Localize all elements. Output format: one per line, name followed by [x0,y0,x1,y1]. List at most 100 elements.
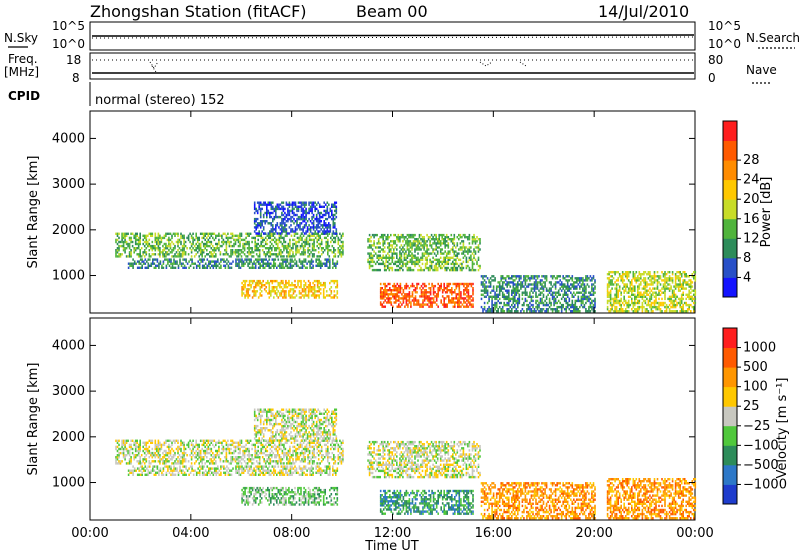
power-echo-cell [265,281,267,285]
power-echo-cell [468,258,471,261]
power-echo-cell [124,240,126,244]
power-echo-cell [190,255,193,258]
power-echo-cell [399,256,401,259]
power-echo-cell [626,305,628,309]
power-echo-cell [267,281,269,285]
power-echo-cell [433,242,436,245]
power-echo-cell [640,277,642,280]
power-echo-cell [445,260,448,264]
power-echo-cell [483,301,486,305]
power-echo-cell [294,258,296,261]
power-echo-cell [668,275,671,278]
power-echo-cell [247,258,249,261]
velocity-echo-cell [171,441,173,444]
power-echo-cell [154,253,157,256]
power-echo-cell [300,281,302,285]
power-echo-cell [329,224,332,227]
power-echo-cell [387,252,389,255]
power-echo-cell [334,238,337,242]
power-echo-cell [285,294,287,297]
power-echo-cell [491,303,493,307]
power-echo-cell [280,264,283,267]
power-echo-cell [500,289,502,292]
power-echo-cell [115,240,117,244]
power-echo-cell [333,294,336,297]
power-echo-cell [411,260,413,264]
power-echo-cell [441,262,443,266]
power-echo-cell [444,244,446,247]
power-echo-cell [382,256,384,259]
velocity-echo-cell [133,441,135,444]
power-echo-cell [274,262,277,265]
freq-label: Freq. [8,52,38,66]
power-echo-cell [289,262,292,265]
power-echo-cell [615,310,618,313]
power-echo-cell [305,211,307,215]
power-echo-cell [264,203,266,206]
power-echo-cell [178,238,181,242]
velocity-echo-cell [157,447,160,451]
power-echo-cell [311,215,313,219]
power-echo-cell [234,253,237,256]
power-echo-cell [548,301,551,305]
power-echo-cell [641,303,644,307]
power-echo-cell [139,253,141,256]
power-echo-cell [439,266,442,270]
power-echo-cell [473,233,475,237]
power-echo-cell [271,249,273,252]
power-echo-cell [553,299,555,303]
power-echo-cell [385,291,388,294]
power-echo-cell [282,288,284,291]
power-echo-cell [306,286,308,289]
power-echo-cell [294,230,297,233]
power-echo-cell [241,292,243,295]
power-echo-cell [317,251,320,254]
power-echo-cell [266,253,269,256]
power-echo-cell [396,268,398,272]
power-echo-cell [230,262,233,265]
power-echo-cell [280,236,282,240]
power-echo-cell [308,211,310,215]
power-echo-cell [196,240,199,244]
power-echo-cell [284,215,286,219]
power-echo-cell [693,277,695,280]
power-y-tick-label: 2000 [52,223,85,238]
power-echo-cell [159,242,161,246]
power-echo-cell [377,254,380,257]
power-echo-cell [471,240,474,243]
power-echo-cell [305,215,307,219]
power-echo-cell [641,310,644,313]
power-echo-cell [212,232,214,235]
power-echo-cell [269,240,272,244]
power-echo-cell [548,299,551,303]
power-echo-cell [509,281,512,284]
power-echo-cell [577,279,580,282]
power-echo-cell [620,277,622,280]
power-echo-cell [420,242,422,245]
power-echo-cell [305,236,308,240]
power-echo-cell [264,236,267,240]
power-echo-cell [206,258,209,261]
power-echo-cell [439,248,442,251]
velocity-echo-cell [168,456,170,459]
power-echo-cell [402,246,404,249]
power-echo-cell [476,246,478,249]
power-echo-cell [290,215,292,219]
velocity-echo-cell [139,456,141,459]
power-echo-cell [370,246,372,249]
power-echo-cell [291,230,294,233]
power-echo-cell [405,252,407,255]
power-echo-cell [245,240,247,244]
power-echo-cell [668,271,671,274]
power-echo-cell [455,287,458,290]
power-echo-cell [640,293,642,296]
power-echo-cell [467,289,470,292]
power-echo-cell [315,258,317,261]
velocity-echo-cell [128,443,131,447]
velocity-echo-cell [151,451,154,455]
power-echo-cell [417,238,419,241]
power-echo-cell [588,291,590,294]
power-echo-cell [255,226,257,229]
power-echo-cell [199,244,202,248]
power-echo-cell [146,266,148,269]
